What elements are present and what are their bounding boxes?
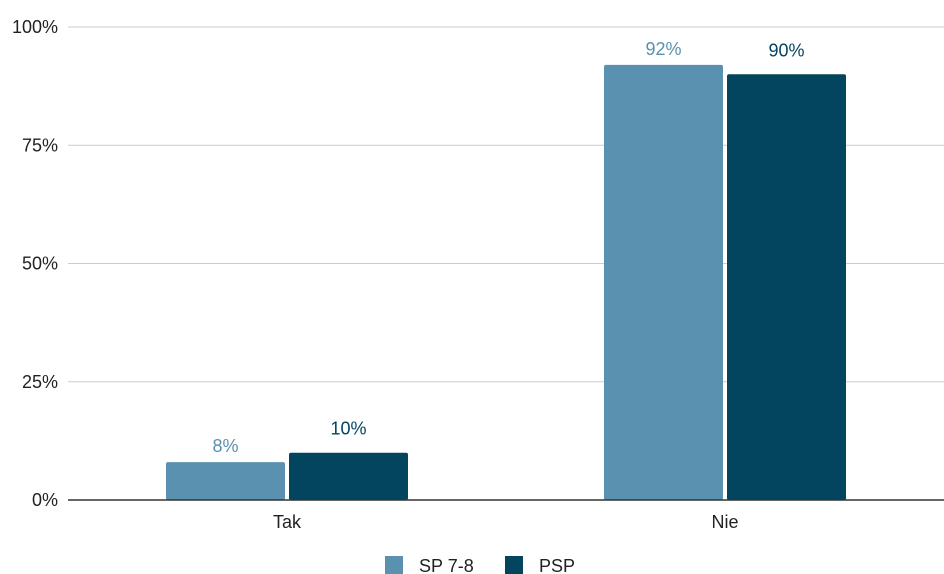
legend-label: PSP	[539, 556, 575, 574]
x-category-label: Tak	[273, 512, 302, 532]
legend-label: SP 7-8	[419, 556, 474, 574]
x-category-label: Nie	[711, 512, 738, 532]
bar-psp-tak	[289, 452, 408, 500]
legend-swatch	[505, 556, 523, 574]
bar-sp-7-8-nie	[604, 64, 723, 500]
data-label: 8%	[212, 436, 238, 456]
data-label: 10%	[330, 419, 366, 439]
y-tick-label: 0%	[32, 490, 58, 510]
bar-sp-7-8-tak	[166, 462, 285, 500]
y-tick-label: 100%	[12, 17, 58, 37]
bar-psp-nie	[727, 74, 846, 501]
legend: SP 7-8 PSP	[385, 556, 575, 574]
y-axis-ticks: 0% 25% 50% 75% 100%	[12, 17, 58, 510]
data-label: 90%	[768, 40, 804, 60]
data-labels: 8% 10% 92% 90%	[212, 39, 804, 456]
y-tick-label: 75%	[22, 135, 58, 155]
bars	[166, 64, 846, 501]
y-tick-label: 50%	[22, 254, 58, 274]
legend-swatch	[385, 556, 403, 574]
data-label: 92%	[645, 39, 681, 59]
y-tick-label: 25%	[22, 372, 58, 392]
x-axis-categories: Tak Nie	[273, 512, 739, 532]
